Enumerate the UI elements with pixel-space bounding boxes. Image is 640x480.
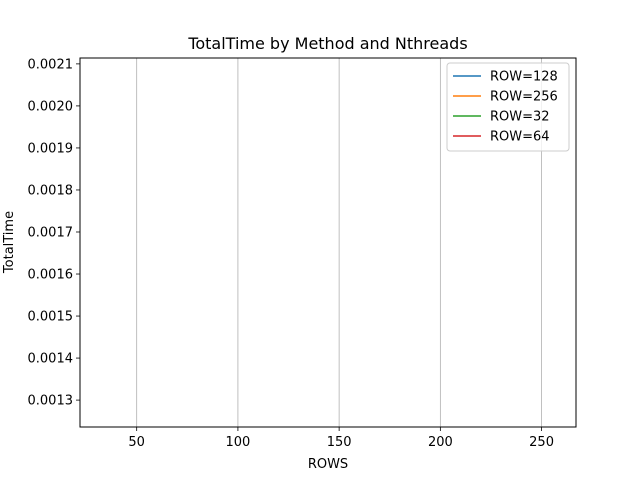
x-axis: 50 100 150 200 250 bbox=[128, 427, 554, 450]
x-tick-label: 100 bbox=[225, 435, 250, 450]
x-tick-label: 150 bbox=[327, 435, 352, 450]
legend-label: ROW=64 bbox=[490, 130, 550, 145]
x-tick-label: 50 bbox=[128, 435, 145, 450]
legend-label: ROW=128 bbox=[490, 70, 558, 85]
y-tick-label: 0.0013 bbox=[28, 394, 74, 409]
x-tick-label: 200 bbox=[428, 435, 453, 450]
x-tick-label: 250 bbox=[529, 435, 554, 450]
y-tick-label: 0.0019 bbox=[28, 141, 74, 156]
y-tick-label: 0.0020 bbox=[28, 99, 74, 114]
legend-box bbox=[446, 62, 570, 152]
legend-label: ROW=256 bbox=[490, 90, 558, 105]
gridlines bbox=[136, 58, 542, 427]
y-tick-label: 0.0018 bbox=[28, 183, 74, 198]
y-tick-label: 0.0017 bbox=[28, 225, 74, 240]
y-axis: 0.0013 0.0014 0.0015 0.0016 0.0017 0.0018 0.00… bbox=[28, 57, 80, 409]
x-axis-label: ROWS bbox=[308, 457, 348, 472]
chart-title: TotalTime by Method and Nthreads bbox=[187, 34, 467, 53]
legend: ROW=128 ROW=256 ROW=32 ROW=64 bbox=[446, 62, 570, 152]
y-axis-label: TotalTime bbox=[2, 211, 17, 274]
y-tick-label: 0.0014 bbox=[28, 352, 74, 367]
y-tick-label: 0.0021 bbox=[28, 57, 74, 72]
y-tick-label: 0.0016 bbox=[28, 268, 74, 283]
plot-frame bbox=[79, 57, 577, 428]
y-tick-label: 0.0015 bbox=[28, 310, 74, 325]
legend-label: ROW=32 bbox=[490, 110, 550, 125]
